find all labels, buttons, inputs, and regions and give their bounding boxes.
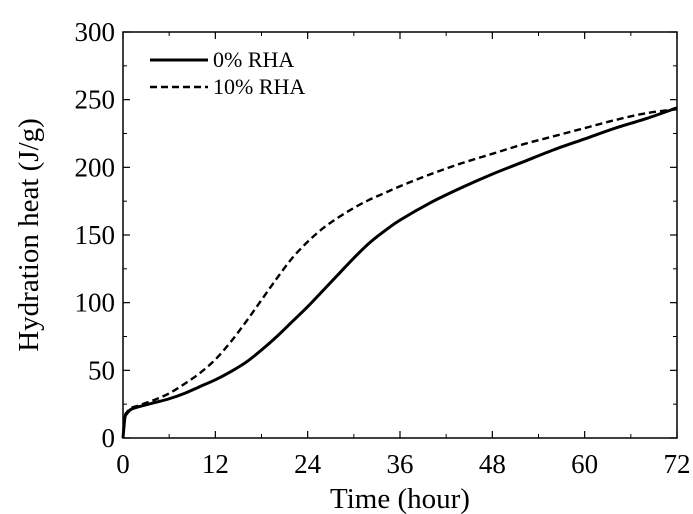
y-tick-label: 300 — [75, 17, 116, 47]
x-axis-title: Time (hour) — [330, 483, 470, 514]
y-tick-label: 50 — [88, 355, 115, 385]
x-tick-label: 0 — [116, 449, 130, 479]
y-tick-label: 200 — [75, 152, 116, 182]
plot-frame — [122, 31, 678, 439]
x-tick-label: 36 — [387, 449, 414, 479]
x-tick-label: 24 — [294, 449, 322, 479]
legend-label-0: 0% RHA — [213, 47, 294, 72]
x-tick-label: 12 — [202, 449, 229, 479]
axes-frame — [122, 31, 678, 439]
series-line-1 — [121, 107, 678, 439]
series-layer — [121, 106, 678, 439]
legend-label-1: 10% RHA — [213, 74, 305, 99]
series-line-0 — [121, 106, 678, 439]
y-tick-label: 150 — [75, 220, 116, 250]
y-tick-label: 100 — [75, 288, 116, 318]
y-tick-label: 250 — [75, 85, 116, 115]
x-tick-label: 48 — [479, 449, 506, 479]
y-axis-title: Hydration heat (J/g) — [13, 118, 45, 352]
y-tick-label: 0 — [102, 423, 116, 453]
x-tick-label: 72 — [664, 449, 691, 479]
x-tick-label: 60 — [571, 449, 598, 479]
axis-ticks: 0 12 24 36 48 60 72 0 50 100 150 200 250 300 — [75, 17, 691, 479]
